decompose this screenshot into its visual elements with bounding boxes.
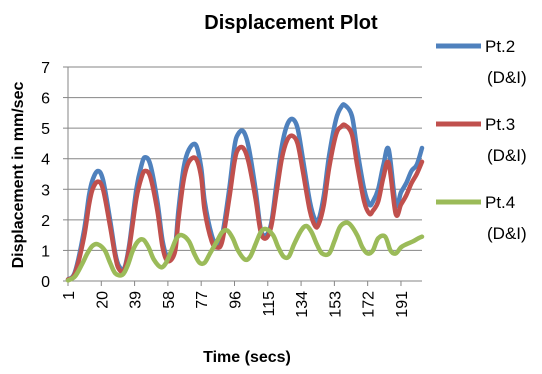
x-axis-title: Time (secs) xyxy=(203,349,291,366)
legend-label-2: Pt.3 xyxy=(485,115,515,134)
x-tick-label: 1 xyxy=(61,291,78,300)
legend-label-1-line2: (D&I) xyxy=(487,68,527,87)
x-tick-label: 58 xyxy=(161,291,178,309)
y-tick-label: 3 xyxy=(41,182,50,199)
y-tick-label: 1 xyxy=(41,243,50,260)
legend-label-3: Pt.4 xyxy=(485,193,515,212)
series-lines xyxy=(65,102,425,283)
y-tick-label: 2 xyxy=(41,213,50,230)
y-tick-label: 0 xyxy=(41,274,50,291)
gridlines xyxy=(68,66,422,251)
legend: Pt.2 (D&I) Pt.3 (D&I) Pt.4 (D&I) xyxy=(436,37,527,243)
y-tick-label: 5 xyxy=(41,121,50,138)
legend-label-2-line2: (D&I) xyxy=(487,146,527,165)
x-tick-label: 115 xyxy=(261,291,278,317)
x-tick-label: 153 xyxy=(327,291,344,318)
x-tick-label: 77 xyxy=(194,291,211,309)
y-tick-label: 6 xyxy=(41,91,50,108)
x-tick-label: 20 xyxy=(94,291,111,309)
series-line-2 xyxy=(65,122,425,282)
y-axis-title: Displacement in mm/sec xyxy=(10,82,27,269)
chart-title: Displacement Plot xyxy=(204,12,378,34)
x-axis-ticks: 1 20 39 58 77 96 115 134 153 172 191 xyxy=(61,281,411,318)
y-tick-label: 4 xyxy=(41,152,50,169)
y-tick-label: 7 xyxy=(41,60,50,77)
legend-label-3-line2: (D&I) xyxy=(487,224,527,243)
series-line-3 xyxy=(65,220,425,283)
legend-label-1: Pt.2 xyxy=(485,37,515,56)
x-tick-label: 172 xyxy=(361,291,378,318)
y-axis-ticks: 0 1 2 3 4 5 6 7 xyxy=(41,60,68,291)
x-tick-label: 191 xyxy=(394,291,411,318)
x-tick-label: 96 xyxy=(227,291,244,309)
x-tick-label: 39 xyxy=(128,291,145,309)
x-tick-label: 134 xyxy=(294,291,311,318)
